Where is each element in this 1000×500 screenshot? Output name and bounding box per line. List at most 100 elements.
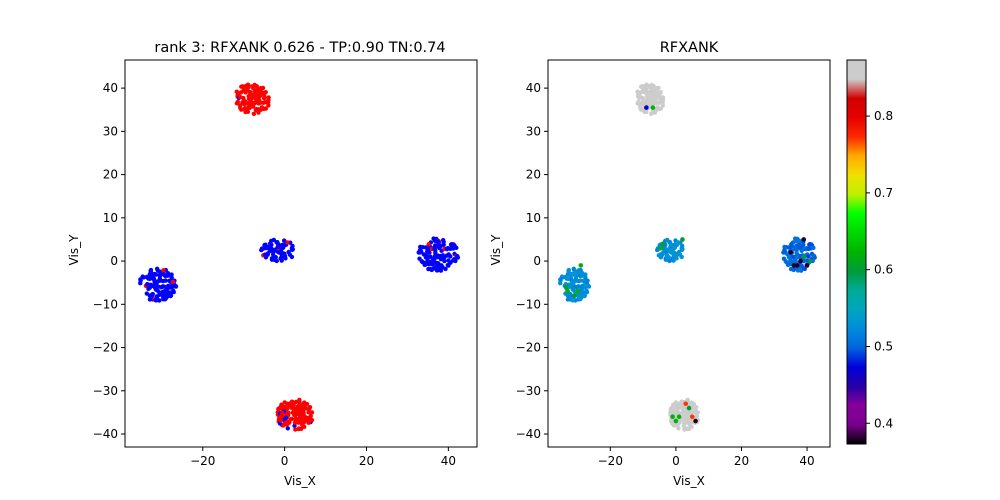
left-y-tick-label: −40 (93, 427, 118, 441)
right-scatter-point (676, 426, 681, 431)
right-scatter-point (682, 416, 688, 421)
left-scatter-point (269, 242, 274, 248)
left-y-tick-label: −30 (93, 384, 118, 398)
left-scatter-point (287, 401, 293, 406)
left-scatter-point (448, 242, 454, 247)
right-scatter-point (644, 93, 650, 99)
right-scatter-point (668, 244, 673, 250)
right-scatter-point (638, 94, 643, 100)
left-scatter-point (170, 279, 176, 285)
left-scatter-point (307, 417, 313, 422)
right-scatter-point (671, 253, 677, 258)
left-scatter-point (153, 287, 159, 292)
left-scatter-point (270, 249, 275, 254)
right-scatter-point (665, 237, 670, 243)
right-scatter-point (635, 101, 640, 106)
left-scatter-point (285, 426, 291, 431)
right-scatter-point (570, 298, 575, 303)
right-scatter-point (782, 244, 787, 250)
left-scatter-point (234, 101, 240, 106)
left-scatter-point (154, 279, 160, 284)
left-scatter-point (422, 260, 427, 266)
right-x-tick-label: 0 (672, 454, 680, 468)
left-y-tick-label: 0 (110, 254, 118, 268)
left-scatter-point (431, 236, 436, 241)
right-scatter-point (802, 266, 807, 272)
left-scatter-point (280, 246, 285, 251)
left-scatter-point (301, 406, 307, 411)
right-scatter-point (638, 105, 643, 111)
right-scatter-point (671, 404, 676, 410)
left-scatter-point (453, 258, 458, 264)
right-scatter-point (680, 410, 685, 416)
left-scatter-point (250, 100, 255, 106)
left-scatter-point (157, 273, 163, 279)
left-points (138, 82, 461, 432)
right-scatter-point (673, 418, 679, 424)
left-scatter-point (298, 415, 303, 420)
left-y-tick-label: 30 (103, 124, 118, 138)
right-scatter-point (660, 97, 666, 103)
right-scatter-point (650, 88, 655, 94)
left-y-tick-label: −20 (93, 341, 118, 355)
right-y-tick-label: −40 (516, 427, 541, 441)
colorbar-tick-label: 0.4 (874, 416, 893, 430)
right-x-tick-label: −20 (598, 454, 623, 468)
right-scatter-point (653, 94, 658, 99)
right-scatter-point (656, 85, 661, 91)
right-scatter-point (807, 242, 812, 247)
right-scatter-point (655, 246, 660, 251)
right-scatter-point (680, 237, 685, 242)
left-scatter-point (424, 249, 430, 254)
right-scatter-point (667, 258, 672, 264)
right-scatter-point (679, 247, 685, 253)
right-scatter-point (654, 90, 660, 95)
left-scatter-point (290, 247, 295, 253)
right-scatter-point (579, 287, 585, 292)
right-scatter-point (681, 423, 687, 429)
left-scatter-point (298, 418, 303, 423)
right-scatter-point (685, 397, 690, 403)
left-scatter-point (257, 107, 263, 112)
right-y-tick-label: 30 (526, 124, 541, 138)
right-scatter-point (648, 100, 653, 106)
left-y-tick-label: 20 (103, 168, 118, 182)
left-y-tick-label: 40 (103, 81, 118, 95)
left-scatter-point (245, 82, 251, 87)
left-plot-title: rank 3: RFXANK 0.626 - TP:0.90 TN:0.74 (154, 40, 445, 56)
left-scatter-point (283, 415, 289, 421)
right-scatter-point (797, 267, 803, 272)
left-scatter-point (271, 237, 277, 243)
right-scatter-point (781, 256, 787, 261)
right-scatter-point (658, 252, 663, 257)
left-scatter-point (275, 244, 280, 250)
right-scatter-point (658, 245, 664, 251)
left-scatter-point (282, 400, 287, 405)
right-scatter-point (677, 252, 683, 257)
right-scatter-point (693, 418, 698, 424)
right-axes-frame (547, 59, 831, 448)
left-scatter-point (289, 416, 294, 422)
right-scatter-point (578, 278, 583, 283)
right-scatter-point (576, 284, 581, 289)
right-y-axis-label: Vis_Y (489, 234, 503, 266)
right-plot-title: RFXANK (660, 40, 719, 56)
right-scatter-point (571, 266, 576, 272)
left-scatter-point (295, 407, 301, 413)
right-scatter-point (650, 105, 656, 110)
right-scatter-point (558, 277, 563, 282)
left-scatter-point (168, 293, 174, 298)
right-scatter-point (582, 293, 588, 298)
left-scatter-point (165, 287, 170, 292)
colorbar: 0.4 0.5 0.6 0.7 0.8 (846, 59, 893, 445)
right-scatter-point (678, 401, 683, 406)
right-scatter-point (578, 263, 584, 268)
left-scatter-point (296, 426, 302, 431)
colorbar-tick-label: 0.8 (874, 109, 893, 123)
left-scatter-point (256, 100, 261, 105)
right-scatter-point (657, 96, 662, 101)
left-scatter-point (293, 427, 298, 432)
right-scatter-point (789, 242, 794, 247)
right-x-tick-label: 20 (734, 454, 749, 468)
